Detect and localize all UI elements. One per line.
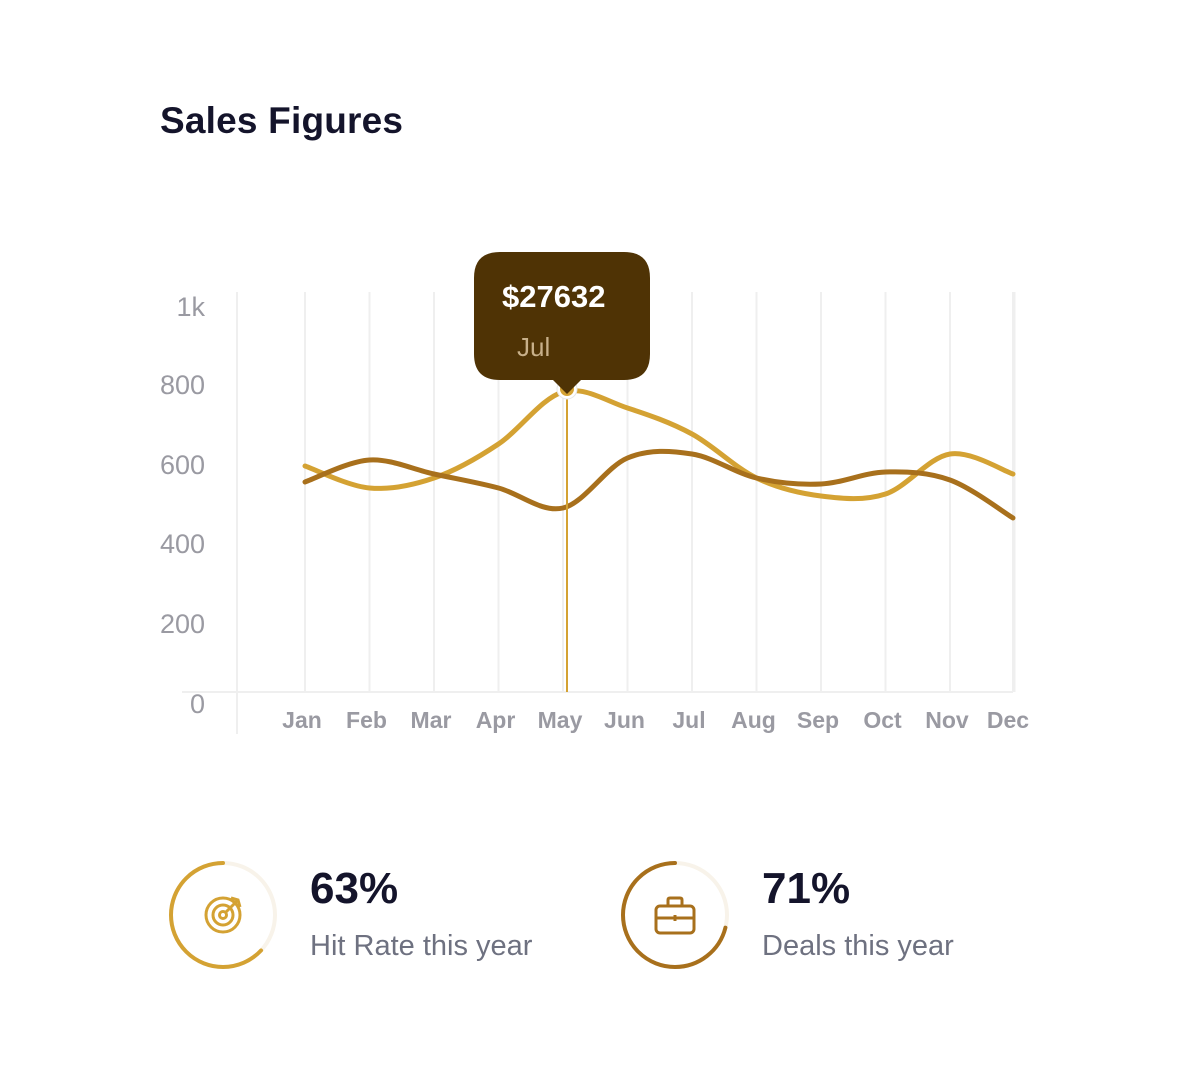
target-arrow-fletch	[230, 896, 242, 908]
hover-cursor	[556, 378, 578, 692]
y-tick-label: 800	[160, 370, 205, 400]
y-tick-label: 1k	[176, 292, 205, 322]
x-tick-label: Oct	[863, 707, 902, 733]
x-tick-label: Jan	[282, 707, 322, 733]
tooltip-bubble	[474, 252, 650, 394]
x-tick-label: Apr	[476, 707, 516, 733]
stats-row: 63% Hit Rate this year 71% Deals this ye…	[0, 840, 1200, 1000]
ring-progress	[169, 861, 277, 969]
x-tick-label: Dec	[987, 707, 1029, 733]
x-tick-label: Jun	[604, 707, 645, 733]
x-tick-label: Jul	[672, 707, 705, 733]
ring-progress	[621, 861, 729, 969]
tooltip-label: Jul	[517, 332, 550, 362]
chart-tooltip: $27632 Jul	[474, 252, 650, 394]
target-ring-mid	[211, 903, 235, 927]
hit-rate-value: 63%	[310, 864, 399, 913]
briefcase-handle	[666, 896, 684, 906]
hit-rate-progress-ring	[169, 861, 277, 969]
x-tick-label: May	[538, 707, 583, 733]
deals-label: Deals this year	[762, 930, 954, 962]
x-axis-ticks: Jan Feb Mar Apr May Jun Jul Aug Sep Oct Nov Dec	[282, 707, 1029, 733]
series-line-2	[302, 448, 1016, 521]
y-tick-label: 600	[160, 450, 205, 480]
sales-line-chart: 0 200 400 600 800 1k Jan Feb Mar Apr May Jun Jul Aug…	[160, 252, 1029, 734]
target-ring-outer	[204, 896, 242, 934]
page-title: Sales Figures	[160, 100, 404, 141]
x-tick-label: Nov	[925, 707, 969, 733]
y-tick-label: 200	[160, 609, 205, 639]
y-tick-label: 0	[190, 689, 205, 719]
deals-value: 71%	[762, 864, 851, 913]
deals-progress-ring	[621, 861, 729, 969]
series-line-1	[302, 388, 1016, 502]
y-tick-label: 400	[160, 529, 205, 559]
x-tick-label: Feb	[346, 707, 387, 733]
briefcase-icon	[654, 896, 696, 935]
target-ring-inner	[218, 910, 228, 920]
tooltip-value: $27632	[502, 279, 605, 314]
x-tick-label: Mar	[411, 707, 452, 733]
chart-series	[302, 388, 1016, 521]
target-icon	[204, 896, 242, 934]
x-tick-label: Aug	[731, 707, 776, 733]
target-arrow	[223, 898, 240, 915]
x-tick-label: Sep	[797, 707, 839, 733]
y-axis-ticks: 0 200 400 600 800 1k	[160, 292, 206, 719]
hit-rate-label: Hit Rate this year	[310, 930, 533, 962]
